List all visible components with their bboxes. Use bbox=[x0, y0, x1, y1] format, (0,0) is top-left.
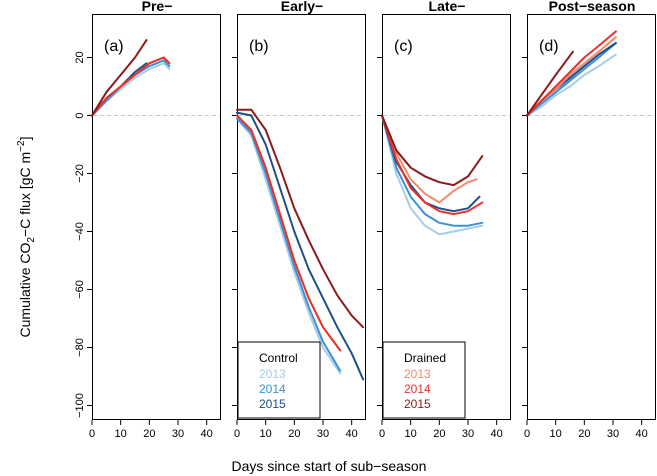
y-tick-label: 0 bbox=[74, 112, 86, 118]
legend-drained-box bbox=[382, 341, 466, 419]
legend-drained-title: Drained bbox=[404, 351, 446, 365]
panel-title: Early− bbox=[281, 0, 323, 14]
x-axis-label: Days since start of sub−season bbox=[232, 458, 427, 474]
series-line-control-2013 bbox=[91, 62, 171, 117]
panel-b: 0 10 20 30 40 Early− (b) bbox=[232, 0, 366, 440]
series-line-drained-2014 bbox=[91, 56, 171, 117]
x-tick-label: 10 bbox=[115, 428, 127, 440]
series-line-control-2014 bbox=[381, 114, 484, 227]
x-tick-label: 40 bbox=[491, 428, 503, 440]
x-tick-label: 40 bbox=[201, 428, 213, 440]
y-tick-label: −100 bbox=[74, 393, 86, 418]
legend-control-2015: 2015 bbox=[259, 397, 286, 411]
x-tick-label: 20 bbox=[578, 428, 590, 440]
series-line-drained-2013 bbox=[381, 114, 478, 204]
x-tick-label: 0 bbox=[524, 428, 530, 440]
x-tick-label: 10 bbox=[260, 428, 272, 440]
y-tick-label: −20 bbox=[74, 164, 86, 183]
x-tick-label: 0 bbox=[89, 428, 95, 440]
legend-drained-2015: 2015 bbox=[404, 397, 431, 411]
series-line-control-2014 bbox=[91, 59, 171, 117]
y-tick-label: 20 bbox=[74, 51, 86, 63]
plot-frame bbox=[527, 14, 656, 420]
panel-title: Post−season bbox=[549, 0, 636, 14]
x-tick-label: 10 bbox=[405, 428, 417, 440]
series-line-control-2015 bbox=[236, 111, 365, 381]
x-tick-label: 30 bbox=[607, 428, 619, 440]
legend-control-box bbox=[237, 341, 321, 419]
x-tick-label: 20 bbox=[433, 428, 445, 440]
series-line-drained-2014 bbox=[236, 114, 342, 352]
series-line-control-2013 bbox=[236, 117, 342, 375]
panel-label: (b) bbox=[249, 38, 269, 55]
y-tick-label: −80 bbox=[74, 338, 86, 357]
panel-d: 0 10 20 30 40 Post−season (d) bbox=[522, 0, 656, 440]
panel-a: 0 10 20 30 40 20 0 −20 −40 −60 −80 −100 Pre− (a) bbox=[74, 0, 221, 440]
x-tick-label: 20 bbox=[288, 428, 300, 440]
series-line-drained-2015 bbox=[236, 108, 365, 329]
y-axis-label-end: ] bbox=[17, 137, 33, 141]
panels: 0 10 20 30 40 20 0 −20 −40 −60 −80 −100 Pre− (a) 0 10 20… bbox=[74, 0, 656, 440]
series-line-control-2013 bbox=[526, 53, 617, 117]
legend-control: Control 2013 2014 2015 bbox=[237, 341, 321, 419]
series-line-drained-2014 bbox=[381, 114, 484, 216]
panel-title: Pre− bbox=[142, 0, 173, 14]
y-axis-label-superscript: −2 bbox=[16, 140, 27, 152]
series-line-drained-2015 bbox=[381, 114, 484, 187]
legend-drained-2014: 2014 bbox=[404, 382, 431, 396]
series-line-drained-2013 bbox=[236, 114, 342, 352]
series-line-drained-2015 bbox=[526, 50, 574, 117]
x-tick-label: 30 bbox=[172, 428, 184, 440]
series-line-control-2013 bbox=[381, 114, 484, 236]
series-line-drained-2014 bbox=[526, 30, 617, 117]
x-tick-label: 30 bbox=[317, 428, 329, 440]
legend-drained: Drained 2013 2014 2015 bbox=[382, 341, 466, 419]
legend-drained-2013: 2013 bbox=[404, 367, 431, 381]
x-tick-label: 40 bbox=[636, 428, 648, 440]
panel-label: (d) bbox=[539, 38, 559, 55]
x-tick-label: 40 bbox=[346, 428, 358, 440]
plot-frame bbox=[92, 14, 221, 420]
y-axis-label: Cumulative CO2−C flux [gC m−2] bbox=[16, 137, 37, 338]
x-tick-label: 0 bbox=[379, 428, 385, 440]
x-tick-label: 10 bbox=[550, 428, 562, 440]
panel-label: (c) bbox=[394, 38, 413, 55]
series-line-drained-2015 bbox=[91, 39, 148, 117]
y-axis-label-middle: −C flux [gC m bbox=[17, 152, 33, 237]
plot-frame bbox=[237, 14, 366, 420]
panel-label: (a) bbox=[104, 38, 124, 55]
series-line-control-2014 bbox=[526, 42, 617, 117]
panel-c: 0 10 20 30 40 Late− (c) bbox=[377, 0, 511, 440]
legend-control-2013: 2013 bbox=[259, 367, 286, 381]
x-tick-label: 30 bbox=[462, 428, 474, 440]
y-tick-label: −40 bbox=[74, 222, 86, 241]
series-line-control-2014 bbox=[236, 117, 342, 372]
legend-control-title: Control bbox=[259, 351, 298, 365]
y-tick-label: −60 bbox=[74, 280, 86, 299]
y-axis-label-subscript: 2 bbox=[26, 237, 37, 243]
x-tick-label: 0 bbox=[234, 428, 240, 440]
plot-frame bbox=[382, 14, 511, 420]
panel-title: Late− bbox=[429, 0, 466, 14]
legend-control-2014: 2014 bbox=[259, 382, 286, 396]
x-tick-label: 20 bbox=[143, 428, 155, 440]
